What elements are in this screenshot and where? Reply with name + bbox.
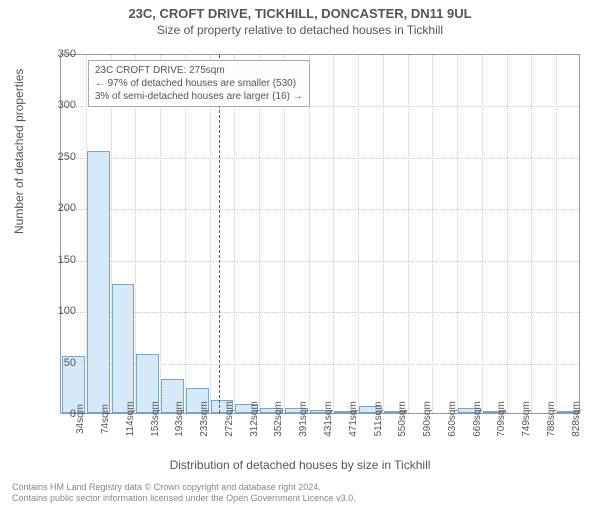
x-tick: 391sqm: [298, 401, 309, 437]
y-tick: 150: [58, 254, 76, 266]
gridline-v: [309, 55, 310, 413]
bar: [112, 284, 135, 413]
x-tick: 788sqm: [546, 401, 557, 437]
gridline-h: [61, 209, 579, 210]
x-tick: 709sqm: [496, 401, 507, 437]
x-tick: 153sqm: [150, 401, 161, 437]
footer-line1: Contains HM Land Registry data © Crown c…: [12, 482, 356, 493]
gridline-v: [259, 55, 260, 413]
gridline-v: [383, 55, 384, 413]
x-axis-label: Distribution of detached houses by size …: [0, 458, 600, 472]
annotation-line2: ← 97% of detached houses are smaller (53…: [95, 77, 303, 90]
y-axis-label: Number of detached properties: [12, 69, 26, 234]
x-tick: 193sqm: [174, 401, 185, 437]
chart-title: 23C, CROFT DRIVE, TICKHILL, DONCASTER, D…: [0, 6, 600, 21]
plot-box: [60, 54, 580, 414]
gridline-v: [408, 55, 409, 413]
footer-line2: Contains public sector information licen…: [12, 493, 356, 504]
marker-line: [219, 55, 220, 413]
y-tick: 250: [58, 151, 76, 163]
x-tick: 828sqm: [571, 401, 582, 437]
x-tick: 352sqm: [273, 401, 284, 437]
footer-text: Contains HM Land Registry data © Crown c…: [12, 482, 356, 504]
y-tick: 350: [58, 48, 76, 60]
x-tick: 749sqm: [521, 401, 532, 437]
y-tick: 100: [58, 305, 76, 317]
x-tick: 471sqm: [348, 401, 359, 437]
gridline-v: [185, 55, 186, 413]
x-tick: 431sqm: [323, 401, 334, 437]
gridline-v: [556, 55, 557, 413]
gridline-v: [432, 55, 433, 413]
bar: [87, 151, 110, 413]
x-tick: 511sqm: [373, 402, 384, 437]
gridline-v: [531, 55, 532, 413]
gridline-h: [61, 261, 579, 262]
x-tick: 312sqm: [249, 401, 260, 437]
gridline-h: [61, 312, 579, 313]
x-tick: 233sqm: [199, 401, 210, 437]
chart-container: 23C, CROFT DRIVE, TICKHILL, DONCASTER, D…: [0, 6, 600, 506]
annotation-box: 23C CROFT DRIVE: 275sqm ← 97% of detache…: [88, 60, 310, 107]
chart-subtitle: Size of property relative to detached ho…: [0, 23, 600, 37]
y-tick: 50: [64, 357, 76, 369]
gridline-v: [210, 55, 211, 413]
x-tick: 34sqm: [75, 404, 86, 434]
y-tick: 200: [58, 202, 76, 214]
gridline-h: [61, 158, 579, 159]
gridline-v: [160, 55, 161, 413]
y-tick: 300: [58, 99, 76, 111]
gridline-v: [358, 55, 359, 413]
x-tick: 669sqm: [472, 401, 483, 437]
annotation-line1: 23C CROFT DRIVE: 275sqm: [95, 64, 303, 77]
gridline-v: [234, 55, 235, 413]
annotation-line3: 3% of semi-detached houses are larger (1…: [95, 90, 303, 103]
gridline-v: [482, 55, 483, 413]
x-tick: 114sqm: [125, 402, 136, 437]
x-tick: 272sqm: [224, 401, 235, 437]
x-tick: 590sqm: [422, 401, 433, 437]
gridline-v: [333, 55, 334, 413]
gridline-v: [457, 55, 458, 413]
gridline-v: [507, 55, 508, 413]
x-tick: 630sqm: [447, 401, 458, 437]
x-tick: 74sqm: [100, 404, 111, 434]
x-tick: 550sqm: [397, 401, 408, 437]
plot-area: 23C CROFT DRIVE: 275sqm ← 97% of detache…: [60, 54, 580, 414]
gridline-v: [284, 55, 285, 413]
